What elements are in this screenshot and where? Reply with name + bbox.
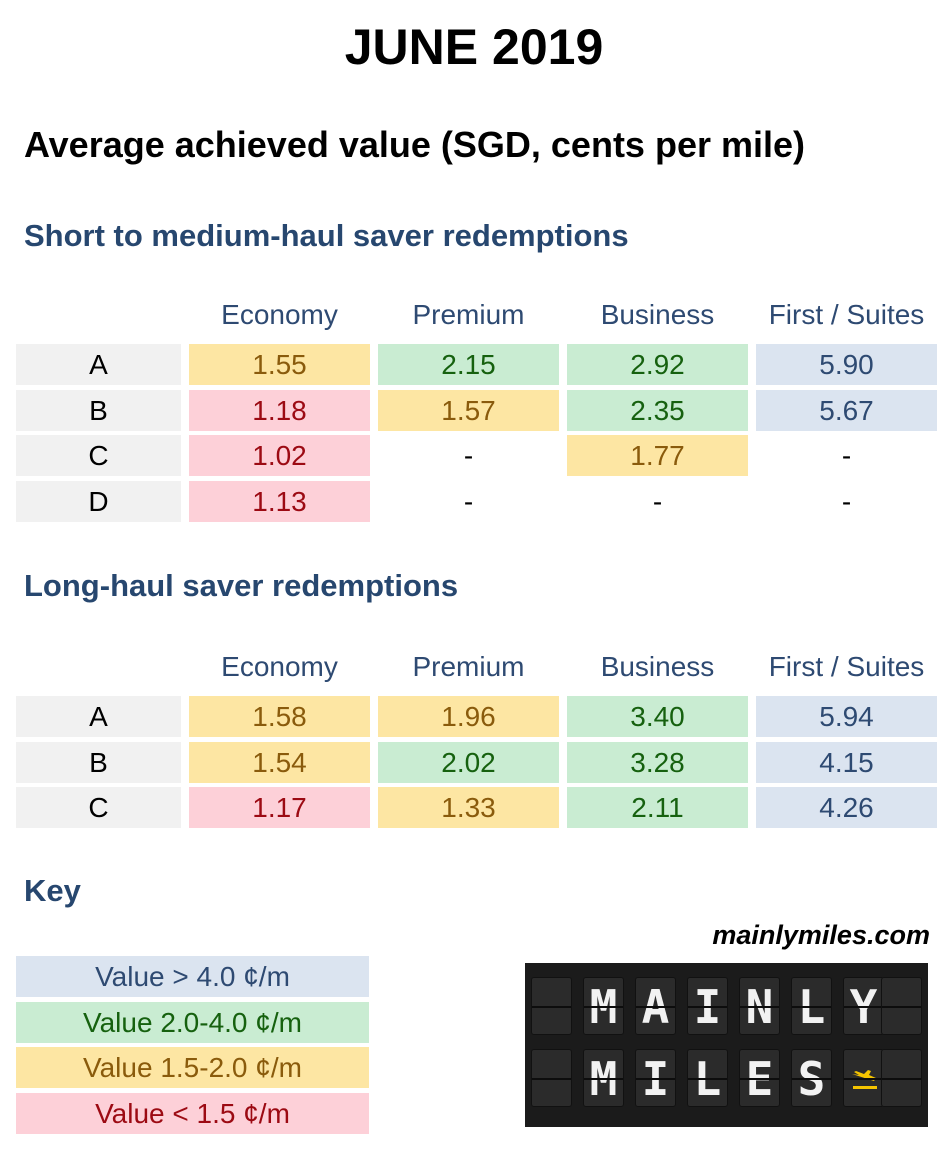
column-header-first-suites: First / Suites	[768, 651, 925, 682]
chart-subtitle: Average achieved value (SGD, cents per m…	[24, 124, 805, 165]
logo-tile: M	[583, 977, 624, 1035]
column-header-premium: Premium	[412, 651, 525, 682]
row-label: A	[16, 344, 181, 385]
logo-tile: I	[687, 977, 728, 1035]
value-cell: 2.35	[567, 390, 748, 431]
value-cell: 1.02	[189, 435, 370, 476]
section-heading-short-haul: Short to medium-haul saver redemptions	[24, 218, 629, 253]
logo-tile: N	[739, 977, 780, 1035]
value-cell: 2.11	[567, 787, 748, 828]
row-label: B	[16, 390, 181, 431]
key-item-red: Value < 1.5 ¢/m	[16, 1093, 369, 1134]
value-cell: -	[841, 440, 852, 471]
value-cell: 1.33	[378, 787, 559, 828]
row-label: C	[16, 435, 181, 476]
row-label: A	[16, 696, 181, 737]
logo-letter: L	[797, 980, 826, 1034]
column-header-first-suites: First / Suites	[768, 299, 925, 330]
value-cell: 4.15	[756, 742, 937, 783]
key-item-blue: Value > 4.0 ¢/m	[16, 956, 369, 997]
value-cell: 2.15	[378, 344, 559, 385]
logo-tile-icon	[843, 1049, 884, 1107]
logo-tile: A	[635, 977, 676, 1035]
logo-letter: I	[641, 1052, 670, 1106]
logo-tile: L	[791, 977, 832, 1035]
section-heading-long-haul: Long-haul saver redemptions	[24, 568, 459, 603]
logo-letter: I	[693, 980, 722, 1034]
value-cell: -	[463, 486, 474, 517]
logo-tile: Y	[843, 977, 884, 1035]
logo-tile-blank	[881, 977, 922, 1035]
logo-tile: S	[791, 1049, 832, 1107]
key-item-green: Value 2.0-4.0 ¢/m	[16, 1002, 369, 1043]
value-cell: 1.13	[189, 481, 370, 522]
logo-letter: Y	[849, 980, 878, 1034]
site-url: mainlymiles.com	[712, 920, 930, 950]
logo-tile-blank	[881, 1049, 922, 1107]
logo-tile: M	[583, 1049, 624, 1107]
plane-landing-icon	[852, 1070, 877, 1089]
value-cell: 1.55	[189, 344, 370, 385]
value-cell: 2.02	[378, 742, 559, 783]
key-title: Key	[24, 873, 81, 908]
logo-letter: S	[797, 1052, 826, 1106]
value-cell: 3.40	[567, 696, 748, 737]
value-cell: 3.28	[567, 742, 748, 783]
logo-letter: L	[693, 1052, 722, 1106]
logo-tile: L	[687, 1049, 728, 1107]
logo-tile: E	[739, 1049, 780, 1107]
value-cell: 1.96	[378, 696, 559, 737]
value-cell: 1.58	[189, 696, 370, 737]
value-cell: -	[652, 486, 663, 517]
value-cell: 1.18	[189, 390, 370, 431]
value-cell: 5.94	[756, 696, 937, 737]
row-label: C	[16, 787, 181, 828]
value-cell: 2.92	[567, 344, 748, 385]
value-cell: 4.26	[756, 787, 937, 828]
column-header-economy: Economy	[221, 299, 338, 330]
logo-tile-blank	[531, 1049, 572, 1107]
column-header-business: Business	[600, 651, 715, 682]
value-cell: 1.17	[189, 787, 370, 828]
value-cell: 5.90	[756, 344, 937, 385]
row-label: D	[16, 481, 181, 522]
logo-tile: I	[635, 1049, 676, 1107]
value-cell: 1.77	[567, 435, 748, 476]
value-cell: -	[841, 486, 852, 517]
value-cell: 1.57	[378, 390, 559, 431]
page-title: JUNE 2019	[344, 19, 604, 75]
logo-letter: M	[589, 980, 618, 1034]
key-item-yellow: Value 1.5-2.0 ¢/m	[16, 1047, 369, 1088]
column-header-premium: Premium	[412, 299, 525, 330]
logo-letter: E	[745, 1052, 774, 1106]
logo-letter: M	[589, 1052, 618, 1106]
column-header-business: Business	[600, 299, 715, 330]
row-label: B	[16, 742, 181, 783]
logo-letter: N	[745, 980, 774, 1034]
value-cell: -	[463, 440, 474, 471]
value-cell: 5.67	[756, 390, 937, 431]
logo-letter: A	[641, 980, 670, 1034]
column-header-economy: Economy	[221, 651, 338, 682]
value-cell: 1.54	[189, 742, 370, 783]
logo-tile-blank	[531, 977, 572, 1035]
